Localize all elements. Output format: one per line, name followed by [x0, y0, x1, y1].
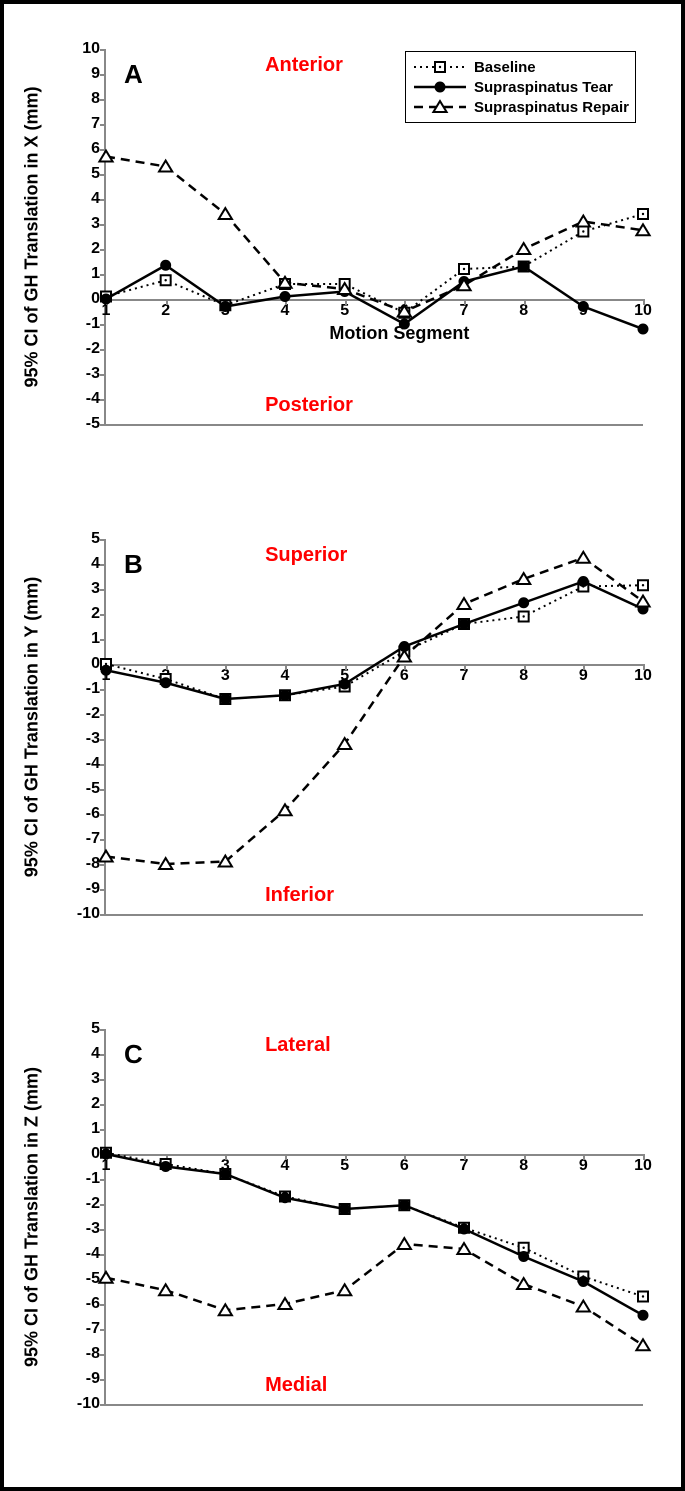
- y-axis-title: 95% CI of GH Translation in Z (mm): [22, 1066, 43, 1366]
- series-line-tear: [106, 1154, 643, 1315]
- panel-B: -10-9-8-7-6-5-4-3-2-10123451234567891095…: [4, 514, 681, 974]
- x-axis-title: Motion Segment: [329, 323, 469, 344]
- series-line-tear: [106, 265, 643, 329]
- y-axis-title: 95% CI of GH Translation in Y (mm): [22, 576, 43, 876]
- series-svg: [106, 539, 643, 914]
- legend-label: Supraspinatus Tear: [474, 79, 613, 96]
- legend-item-baseline: Baseline: [412, 58, 629, 76]
- anno-bottom: Medial: [265, 1374, 327, 1397]
- anno-top: Superior: [265, 544, 347, 567]
- plot-area: -10-9-8-7-6-5-4-3-2-101234512345678910: [104, 1029, 643, 1406]
- legend: Baseline Supraspinatus Tear Supraspinatus …: [405, 51, 636, 123]
- panel-letter: C: [124, 1039, 143, 1070]
- series-line-repair: [106, 1244, 643, 1345]
- series-line-baseline: [106, 585, 643, 699]
- y-axis-title: 95% CI of GH Translation in X (mm): [22, 86, 43, 387]
- legend-label: Supraspinatus Repair: [474, 99, 629, 116]
- anno-top: Lateral: [265, 1034, 331, 1057]
- panel-letter: A: [124, 59, 143, 90]
- series-line-baseline: [106, 1153, 643, 1297]
- legend-item-repair: Supraspinatus Repair: [412, 98, 629, 116]
- plot-area: -10-9-8-7-6-5-4-3-2-101234512345678910: [104, 539, 643, 916]
- series-line-repair: [106, 558, 643, 864]
- series-svg: [106, 1029, 643, 1404]
- series-line-baseline: [106, 214, 643, 313]
- panel-letter: B: [124, 549, 143, 580]
- legend-item-tear: Supraspinatus Tear: [412, 78, 629, 96]
- series-line-tear: [106, 582, 643, 700]
- legend-label: Baseline: [474, 59, 536, 76]
- anno-top: Anterior: [265, 54, 343, 77]
- anno-bottom: Inferior: [265, 884, 334, 907]
- figure-container: -5-4-3-2-10123456789101234567891095% CI …: [0, 0, 685, 1491]
- panel-C: -10-9-8-7-6-5-4-3-2-10123451234567891095…: [4, 1004, 681, 1464]
- anno-bottom: Posterior: [265, 394, 353, 417]
- panel-A: -5-4-3-2-10123456789101234567891095% CI …: [4, 24, 681, 484]
